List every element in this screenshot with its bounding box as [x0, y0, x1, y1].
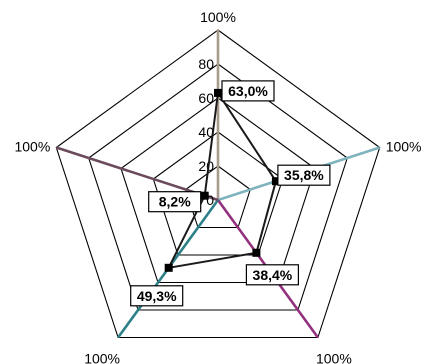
radial-tick-label: 0	[206, 192, 214, 208]
data-point	[214, 88, 222, 97]
value-label: 49,3%	[137, 288, 177, 304]
radial-tick-labels: 0 20 40 60 80	[198, 56, 214, 208]
value-label-box	[130, 285, 184, 307]
axis-corner-label: 100%	[84, 351, 120, 364]
radial-tick-label: 20	[198, 158, 214, 174]
axis-corner-label: 100%	[200, 9, 236, 25]
data-series	[164, 88, 280, 272]
value-label-box	[245, 264, 299, 286]
radial-tick-label: 80	[198, 56, 214, 72]
grid-ring	[185, 165, 251, 229]
value-label: 38,4%	[253, 267, 293, 283]
radial-tick-label: 40	[198, 124, 214, 140]
value-label-box	[221, 80, 275, 102]
data-point	[200, 191, 209, 200]
axis-corner-label: 100%	[316, 351, 352, 364]
value-label-box	[148, 191, 202, 213]
axis-corner-labels: 100% 100% 100% 100% 100%	[14, 9, 421, 364]
grid-ring	[55, 29, 381, 339]
data-point	[252, 248, 261, 257]
value-label: 63,0%	[228, 83, 268, 99]
axis-corner-label: 100%	[386, 139, 422, 155]
value-labels: 63,0% 35,8% 38,4% 49,3% 8,2%	[130, 80, 331, 307]
value-label-box	[277, 164, 331, 186]
series-line	[167, 91, 277, 269]
grid-ring	[120, 97, 316, 284]
value-label: 35,8%	[284, 167, 324, 183]
data-point	[271, 177, 280, 186]
axis-corner-label: 100%	[14, 139, 50, 155]
radial-tick-label: 60	[198, 90, 214, 106]
grid-ring	[88, 63, 348, 311]
radar-grid	[55, 29, 381, 339]
radar-axes	[55, 30, 381, 339]
data-point	[164, 263, 173, 272]
grid-ring	[152, 131, 284, 256]
value-label: 8,2%	[159, 194, 191, 210]
